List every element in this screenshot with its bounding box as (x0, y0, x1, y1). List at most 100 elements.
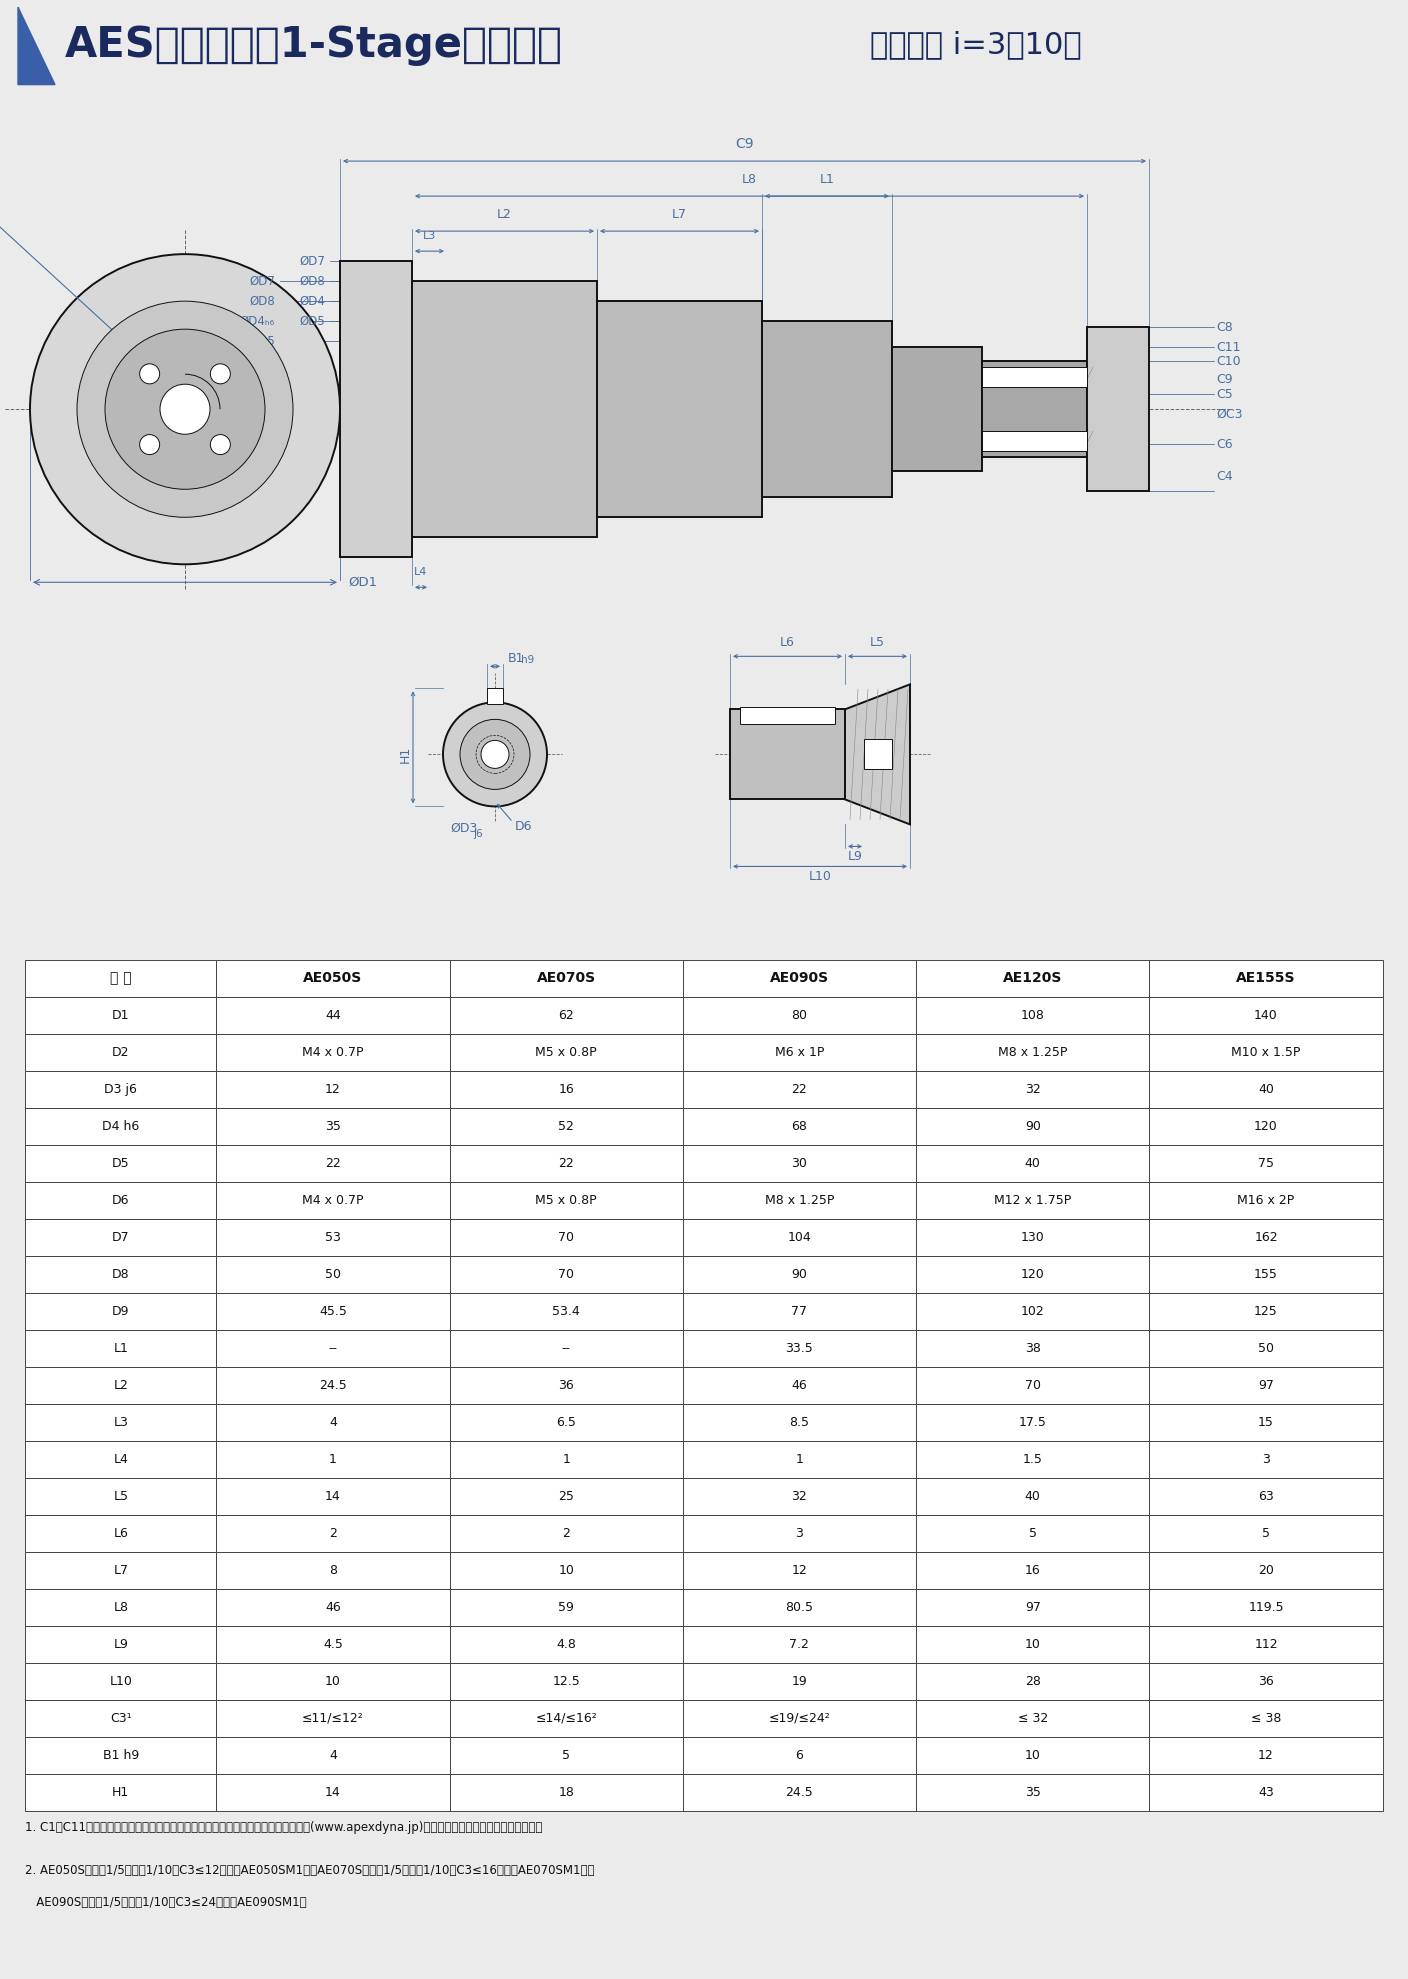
Text: L9: L9 (848, 851, 863, 863)
Bar (449, 1292, 683, 1330)
Bar (917, 1627, 1149, 1662)
Text: 16: 16 (1025, 1563, 1041, 1577)
Bar (1149, 960, 1383, 997)
Text: 2: 2 (329, 1526, 337, 1540)
Text: 90: 90 (791, 1269, 807, 1280)
Text: 15: 15 (1259, 1415, 1274, 1429)
Text: L6: L6 (780, 637, 796, 649)
Text: 40: 40 (1025, 1490, 1041, 1502)
Text: L8: L8 (742, 172, 758, 186)
Text: ØD5: ØD5 (249, 334, 275, 348)
Text: 36: 36 (559, 1379, 574, 1391)
Bar (25, 1033, 217, 1071)
Text: 75: 75 (1257, 1158, 1274, 1170)
Bar (449, 1552, 683, 1589)
Bar (917, 1367, 1149, 1403)
Bar (25, 1108, 217, 1144)
Bar (217, 1181, 449, 1219)
Text: 1: 1 (796, 1453, 804, 1466)
Text: AE155S: AE155S (1236, 972, 1295, 986)
Text: 90°: 90° (215, 451, 238, 463)
Text: 70: 70 (558, 1231, 574, 1245)
Bar (217, 1403, 449, 1441)
Bar (683, 1292, 917, 1330)
Text: C5: C5 (1217, 388, 1233, 400)
Polygon shape (863, 740, 891, 770)
Bar (217, 1219, 449, 1257)
Text: 35: 35 (325, 1120, 341, 1132)
Bar (217, 1144, 449, 1181)
Bar (449, 1662, 683, 1700)
Bar (217, 1552, 449, 1589)
Bar (217, 1662, 449, 1700)
Bar (683, 1627, 917, 1662)
Text: D8: D8 (113, 1269, 130, 1280)
Bar (449, 1367, 683, 1403)
Circle shape (106, 329, 265, 489)
Text: L9: L9 (113, 1639, 128, 1650)
Bar (1149, 1441, 1383, 1478)
Text: ØD8: ØD8 (300, 275, 325, 287)
Bar (449, 1478, 683, 1514)
Bar (917, 1552, 1149, 1589)
Text: ≤ 38: ≤ 38 (1250, 1712, 1281, 1726)
Bar (217, 1108, 449, 1144)
Bar (25, 1367, 217, 1403)
Bar (683, 1738, 917, 1773)
Text: 12: 12 (1259, 1749, 1274, 1761)
Bar (1149, 1773, 1383, 1811)
Bar (917, 1441, 1149, 1478)
Bar (917, 1738, 1149, 1773)
Text: 80.5: 80.5 (786, 1601, 814, 1613)
Text: 17.5: 17.5 (1019, 1415, 1046, 1429)
Bar (449, 1441, 683, 1478)
Text: 2: 2 (562, 1526, 570, 1540)
Polygon shape (845, 685, 910, 825)
Text: 3: 3 (796, 1526, 804, 1540)
Text: C9: C9 (1217, 372, 1232, 386)
Text: D7: D7 (113, 1231, 130, 1245)
Text: 10: 10 (325, 1674, 341, 1688)
Text: 22: 22 (559, 1158, 574, 1170)
Bar (683, 1552, 917, 1589)
Text: 1: 1 (329, 1453, 337, 1466)
Text: AE120S: AE120S (1002, 972, 1063, 986)
Text: D2: D2 (113, 1045, 130, 1059)
Text: 102: 102 (1021, 1304, 1045, 1318)
Text: 4.5: 4.5 (322, 1639, 342, 1650)
Bar (217, 1514, 449, 1552)
Bar (217, 1589, 449, 1627)
Circle shape (139, 435, 159, 455)
Bar (683, 960, 917, 997)
Bar (25, 1219, 217, 1257)
Bar (917, 1181, 1149, 1219)
Text: 7.2: 7.2 (790, 1639, 810, 1650)
Bar (1149, 997, 1383, 1033)
Circle shape (460, 718, 529, 790)
Text: 4: 4 (329, 1749, 337, 1761)
Text: L3: L3 (113, 1415, 128, 1429)
Bar (1149, 1330, 1383, 1367)
Text: 50: 50 (1257, 1342, 1274, 1356)
Text: L3: L3 (422, 232, 436, 241)
Polygon shape (413, 281, 597, 536)
Bar (25, 1478, 217, 1514)
Bar (217, 1738, 449, 1773)
Polygon shape (893, 346, 981, 471)
Bar (449, 1181, 683, 1219)
Bar (683, 1033, 917, 1071)
Text: 33.5: 33.5 (786, 1342, 814, 1356)
Bar (217, 1257, 449, 1292)
Text: 155: 155 (1255, 1269, 1278, 1280)
Text: M5 x 0.8P: M5 x 0.8P (535, 1045, 597, 1059)
Bar (25, 1773, 217, 1811)
Text: C4: C4 (1217, 469, 1232, 483)
Bar (25, 1441, 217, 1478)
Bar (25, 1700, 217, 1738)
Bar (25, 1144, 217, 1181)
Text: M8 x 1.25P: M8 x 1.25P (765, 1193, 834, 1207)
Text: ØD7: ØD7 (249, 275, 275, 287)
Text: （減速比 i=3〜10）: （減速比 i=3〜10） (870, 30, 1081, 59)
Text: 32: 32 (1025, 1083, 1041, 1096)
Text: 1. C1～C11は取り付けるモータによって変わります。寸法の詳細はホームページ上(www.apexdyna.jp)のデザインツールでご確認ください。: 1. C1～C11は取り付けるモータによって変わります。寸法の詳細はホームページ… (25, 1821, 542, 1835)
